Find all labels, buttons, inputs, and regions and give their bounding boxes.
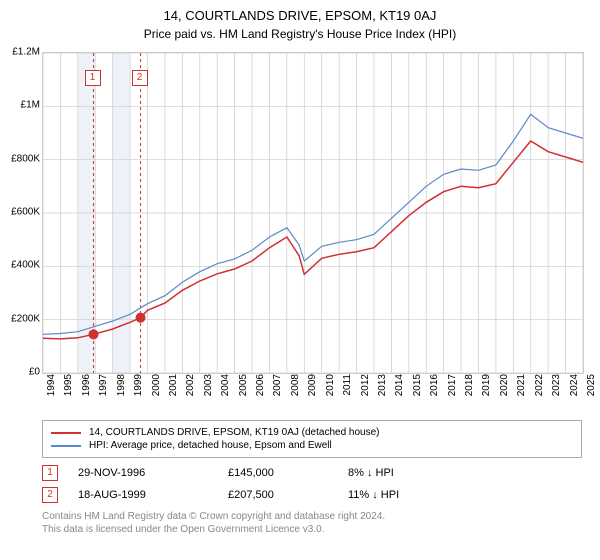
y-tick-label: £800K	[11, 153, 40, 164]
chart-title: 14, COURTLANDS DRIVE, EPSOM, KT19 0AJ	[0, 0, 600, 23]
x-tick-label: 2012	[360, 374, 371, 410]
y-tick-label: £200K	[11, 313, 40, 324]
x-tick-label: 2006	[255, 374, 266, 410]
chart-subtitle: Price paid vs. HM Land Registry's House …	[0, 23, 600, 47]
sales-table: 1 29-NOV-1996 £145,000 8% ↓ HPI2 18-AUG-…	[42, 462, 582, 506]
x-tick-label: 2014	[394, 374, 405, 410]
y-tick-label: £400K	[11, 260, 40, 271]
sale-price: £145,000	[228, 467, 348, 479]
legend-label: 14, COURTLANDS DRIVE, EPSOM, KT19 0AJ (d…	[89, 427, 380, 438]
legend-swatch	[51, 432, 81, 434]
x-tick-label: 2005	[238, 374, 249, 410]
x-tick-label: 2018	[464, 374, 475, 410]
plot-area	[42, 52, 584, 374]
x-tick-label: 2024	[569, 374, 580, 410]
sale-price: £207,500	[228, 489, 348, 501]
x-tick-label: 2019	[481, 374, 492, 410]
y-tick-label: £600K	[11, 207, 40, 218]
x-tick-label: 2017	[447, 374, 458, 410]
x-tick-label: 2002	[185, 374, 196, 410]
sale-number-box: 2	[42, 487, 58, 503]
legend: 14, COURTLANDS DRIVE, EPSOM, KT19 0AJ (d…	[42, 420, 582, 458]
y-tick-label: £1.2M	[12, 47, 40, 58]
footer-line2: This data is licensed under the Open Gov…	[42, 523, 582, 536]
x-tick-label: 2001	[168, 374, 179, 410]
x-tick-label: 1994	[46, 374, 57, 410]
chart-container: 14, COURTLANDS DRIVE, EPSOM, KT19 0AJ Pr…	[0, 0, 600, 560]
y-tick-label: £0	[29, 367, 40, 378]
legend-item: HPI: Average price, detached house, Epso…	[51, 439, 573, 452]
footer: Contains HM Land Registry data © Crown c…	[42, 510, 582, 536]
x-tick-label: 2004	[220, 374, 231, 410]
sale-row: 2 18-AUG-1999 £207,500 11% ↓ HPI	[42, 484, 582, 506]
sale-row: 1 29-NOV-1996 £145,000 8% ↓ HPI	[42, 462, 582, 484]
footer-line1: Contains HM Land Registry data © Crown c…	[42, 510, 582, 523]
x-tick-label: 1996	[81, 374, 92, 410]
x-tick-label: 2000	[151, 374, 162, 410]
x-tick-label: 1997	[98, 374, 109, 410]
x-tick-label: 2011	[342, 374, 353, 410]
sale-hpi: 11% ↓ HPI	[348, 489, 448, 501]
x-tick-label: 2020	[499, 374, 510, 410]
chart-svg	[43, 53, 583, 373]
sale-hpi: 8% ↓ HPI	[348, 467, 448, 479]
x-tick-label: 1995	[63, 374, 74, 410]
x-tick-label: 2016	[429, 374, 440, 410]
legend-label: HPI: Average price, detached house, Epso…	[89, 440, 332, 451]
y-tick-label: £1M	[21, 100, 40, 111]
legend-item: 14, COURTLANDS DRIVE, EPSOM, KT19 0AJ (d…	[51, 426, 573, 439]
sale-marker-2: 2	[132, 70, 148, 86]
sale-marker-1: 1	[85, 70, 101, 86]
x-tick-label: 2009	[307, 374, 318, 410]
x-tick-label: 2021	[516, 374, 527, 410]
x-tick-label: 2015	[412, 374, 423, 410]
x-tick-label: 2008	[290, 374, 301, 410]
legend-swatch	[51, 445, 81, 447]
x-tick-label: 2007	[272, 374, 283, 410]
sale-date: 29-NOV-1996	[78, 467, 228, 479]
x-tick-label: 1999	[133, 374, 144, 410]
x-tick-label: 1998	[116, 374, 127, 410]
x-tick-label: 2013	[377, 374, 388, 410]
sale-date: 18-AUG-1999	[78, 489, 228, 501]
x-tick-label: 2010	[325, 374, 336, 410]
x-tick-label: 2003	[203, 374, 214, 410]
x-tick-label: 2023	[551, 374, 562, 410]
x-tick-label: 2025	[586, 374, 597, 410]
x-tick-label: 2022	[534, 374, 545, 410]
sale-number-box: 1	[42, 465, 58, 481]
